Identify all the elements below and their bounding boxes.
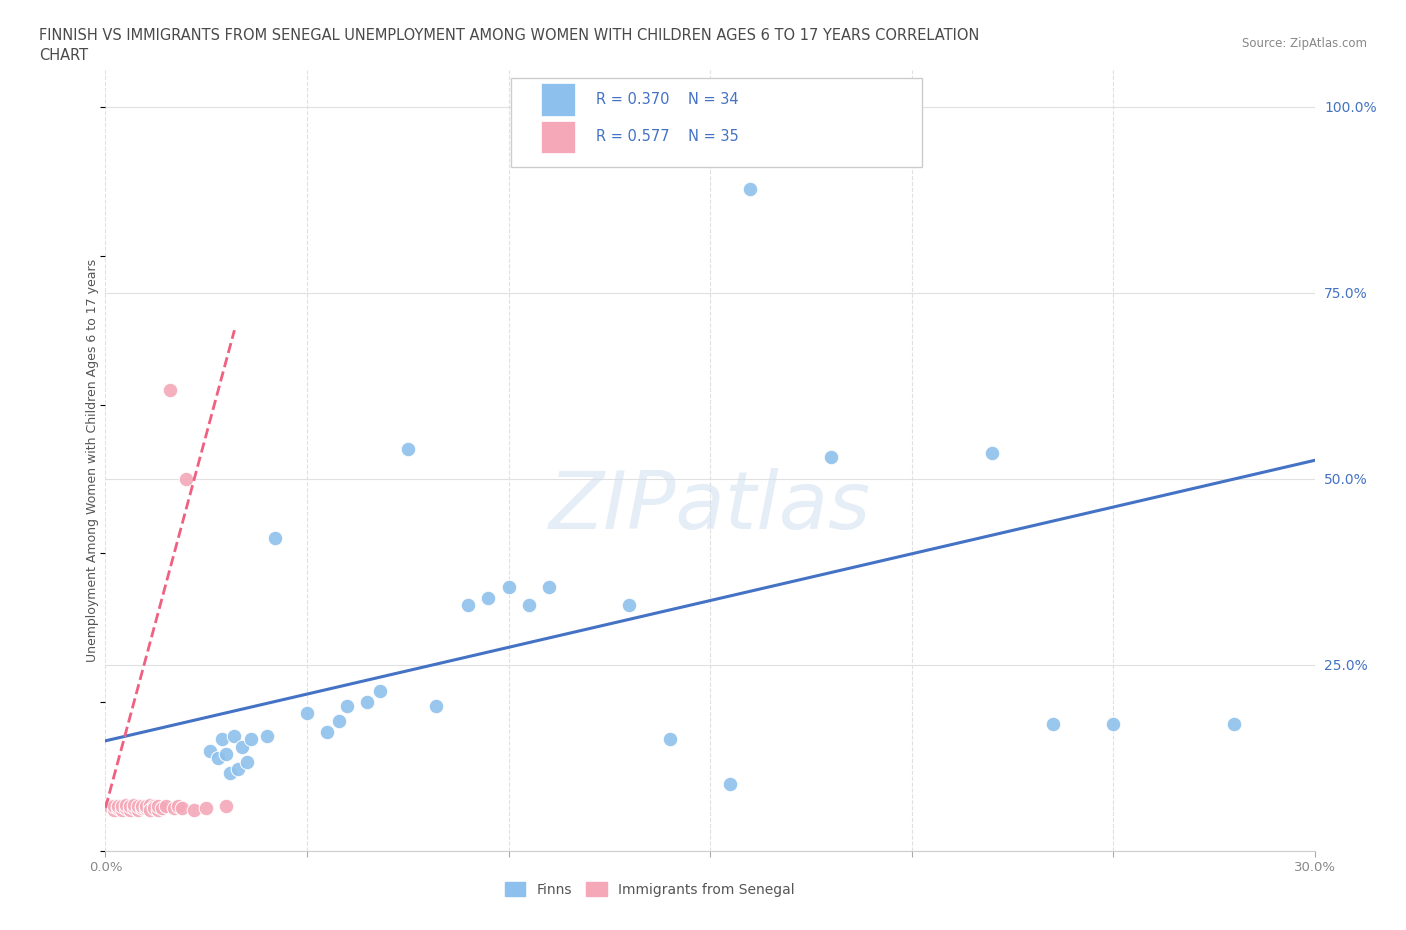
Point — [820, 449, 842, 464]
Point — [142, 799, 165, 814]
Bar — [541, 121, 575, 153]
Point — [142, 801, 165, 816]
Point — [103, 803, 125, 817]
Y-axis label: Unemployment Among Women with Children Ages 6 to 17 years: Unemployment Among Women with Children A… — [86, 259, 98, 662]
Point — [457, 598, 479, 613]
Point — [215, 799, 238, 814]
Point — [1102, 717, 1125, 732]
FancyBboxPatch shape — [510, 77, 922, 167]
Point — [127, 799, 149, 814]
Point — [139, 803, 162, 817]
Point — [228, 762, 250, 777]
Point — [98, 799, 121, 814]
Point — [425, 698, 447, 713]
Point — [146, 803, 169, 817]
Point — [118, 799, 141, 814]
Point — [239, 732, 262, 747]
Point — [740, 181, 762, 196]
Point — [122, 797, 145, 812]
Point — [114, 797, 136, 812]
Text: R = 0.577    N = 35: R = 0.577 N = 35 — [596, 129, 740, 144]
Bar — [541, 83, 575, 116]
Point — [114, 801, 136, 816]
Point — [118, 803, 141, 817]
Point — [195, 801, 218, 816]
Point — [231, 739, 253, 754]
Point — [146, 799, 169, 814]
Point — [263, 531, 285, 546]
Point — [295, 706, 318, 721]
Point — [200, 743, 222, 758]
Point — [517, 598, 540, 613]
Point — [368, 684, 391, 698]
Point — [215, 747, 238, 762]
Point — [537, 579, 560, 594]
Point — [110, 799, 132, 814]
Point — [219, 765, 242, 780]
Text: ZIPatlas: ZIPatlas — [548, 468, 872, 546]
Point — [477, 591, 499, 605]
Point — [110, 803, 132, 817]
Point — [981, 445, 1004, 460]
Point — [150, 801, 173, 816]
Point — [1223, 717, 1246, 732]
Point — [211, 732, 233, 747]
Point — [135, 801, 157, 816]
Point — [396, 442, 419, 457]
Text: Source: ZipAtlas.com: Source: ZipAtlas.com — [1241, 37, 1367, 50]
Point — [155, 799, 177, 814]
Point — [328, 713, 350, 728]
Point — [356, 695, 378, 710]
Point — [167, 799, 190, 814]
Point — [336, 698, 359, 713]
Point — [131, 801, 153, 816]
Point — [1042, 717, 1064, 732]
Point — [498, 579, 520, 594]
Legend: Finns, Immigrants from Senegal: Finns, Immigrants from Senegal — [499, 877, 800, 903]
Point — [103, 799, 125, 814]
Point — [139, 797, 162, 812]
Point — [658, 732, 681, 747]
Text: FINNISH VS IMMIGRANTS FROM SENEGAL UNEMPLOYMENT AMONG WOMEN WITH CHILDREN AGES 6: FINNISH VS IMMIGRANTS FROM SENEGAL UNEMP… — [39, 28, 980, 43]
Point — [135, 799, 157, 814]
Point — [163, 801, 186, 816]
Point — [170, 801, 193, 816]
Point — [131, 799, 153, 814]
Point — [207, 751, 229, 765]
Point — [107, 799, 129, 814]
Point — [127, 803, 149, 817]
Point — [718, 777, 741, 791]
Point — [107, 801, 129, 816]
Point — [159, 382, 181, 397]
Point — [122, 801, 145, 816]
Point — [183, 803, 205, 817]
Text: CHART: CHART — [39, 48, 89, 63]
Point — [619, 598, 641, 613]
Point — [316, 724, 339, 739]
Point — [174, 472, 197, 486]
Point — [224, 728, 246, 743]
Point — [235, 754, 257, 769]
Point — [256, 728, 278, 743]
Text: R = 0.370    N = 34: R = 0.370 N = 34 — [596, 92, 740, 107]
